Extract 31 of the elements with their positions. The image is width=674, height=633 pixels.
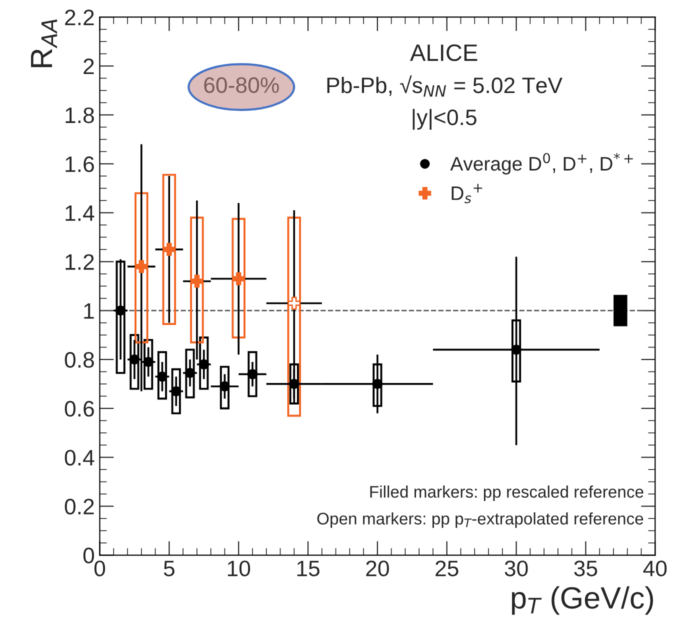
x-tick-label: 0 (94, 560, 106, 576)
annotation: Pb-Pb, √s$_{NN}$ = 5.02 TeV (327, 75, 562, 97)
x-axis-title: p$_{T}$ (GeV/c) (512, 586, 654, 615)
y-tick-label: 1.6 (66, 156, 94, 172)
y-tick-label: 0.4 (64, 450, 94, 466)
x-tick-label: 5 (164, 560, 174, 576)
y-tick-label: 0.2 (64, 498, 94, 514)
y-tick-label: 1.8 (66, 107, 94, 124)
y-tick-label: 1.4 (66, 206, 94, 221)
y-axis-title: R$_{AA}$ (31, 19, 58, 68)
y-tick-label: 2 (84, 58, 94, 74)
y-tick-label: 0 (83, 548, 94, 564)
y-tick-label: 0.6 (64, 400, 94, 417)
y-tick-label: 1.2 (66, 254, 94, 270)
y-tick-label: 2.2 (65, 10, 94, 26)
legend-label: Average D$^{0}$, D$^{+}$, D$^{*+}$ (450, 152, 633, 175)
x-tick-label: 40 (643, 560, 667, 576)
x-tick-label: 20 (366, 560, 389, 576)
x-tick-label: 15 (297, 560, 320, 576)
x-tick-label: 10 (228, 560, 250, 576)
annotation: |y|<0.5 (412, 108, 476, 130)
annotation: ALICE (410, 44, 478, 62)
legend-label: D$_{s}$$^{+}$ (452, 184, 482, 204)
annotation: Filled markers: pp rescaled reference (370, 485, 644, 502)
x-tick-label: 35 (574, 560, 598, 576)
annotation: Open markers: pp p$_{T}$-extrapolated reference (317, 512, 644, 528)
x-tick-label: 30 (504, 560, 528, 576)
y-tick-label: 1 (84, 303, 94, 319)
x-tick-label: 25 (436, 560, 458, 576)
y-tick-label: 0.8 (64, 352, 94, 368)
annotation: 60-80% (204, 77, 279, 94)
